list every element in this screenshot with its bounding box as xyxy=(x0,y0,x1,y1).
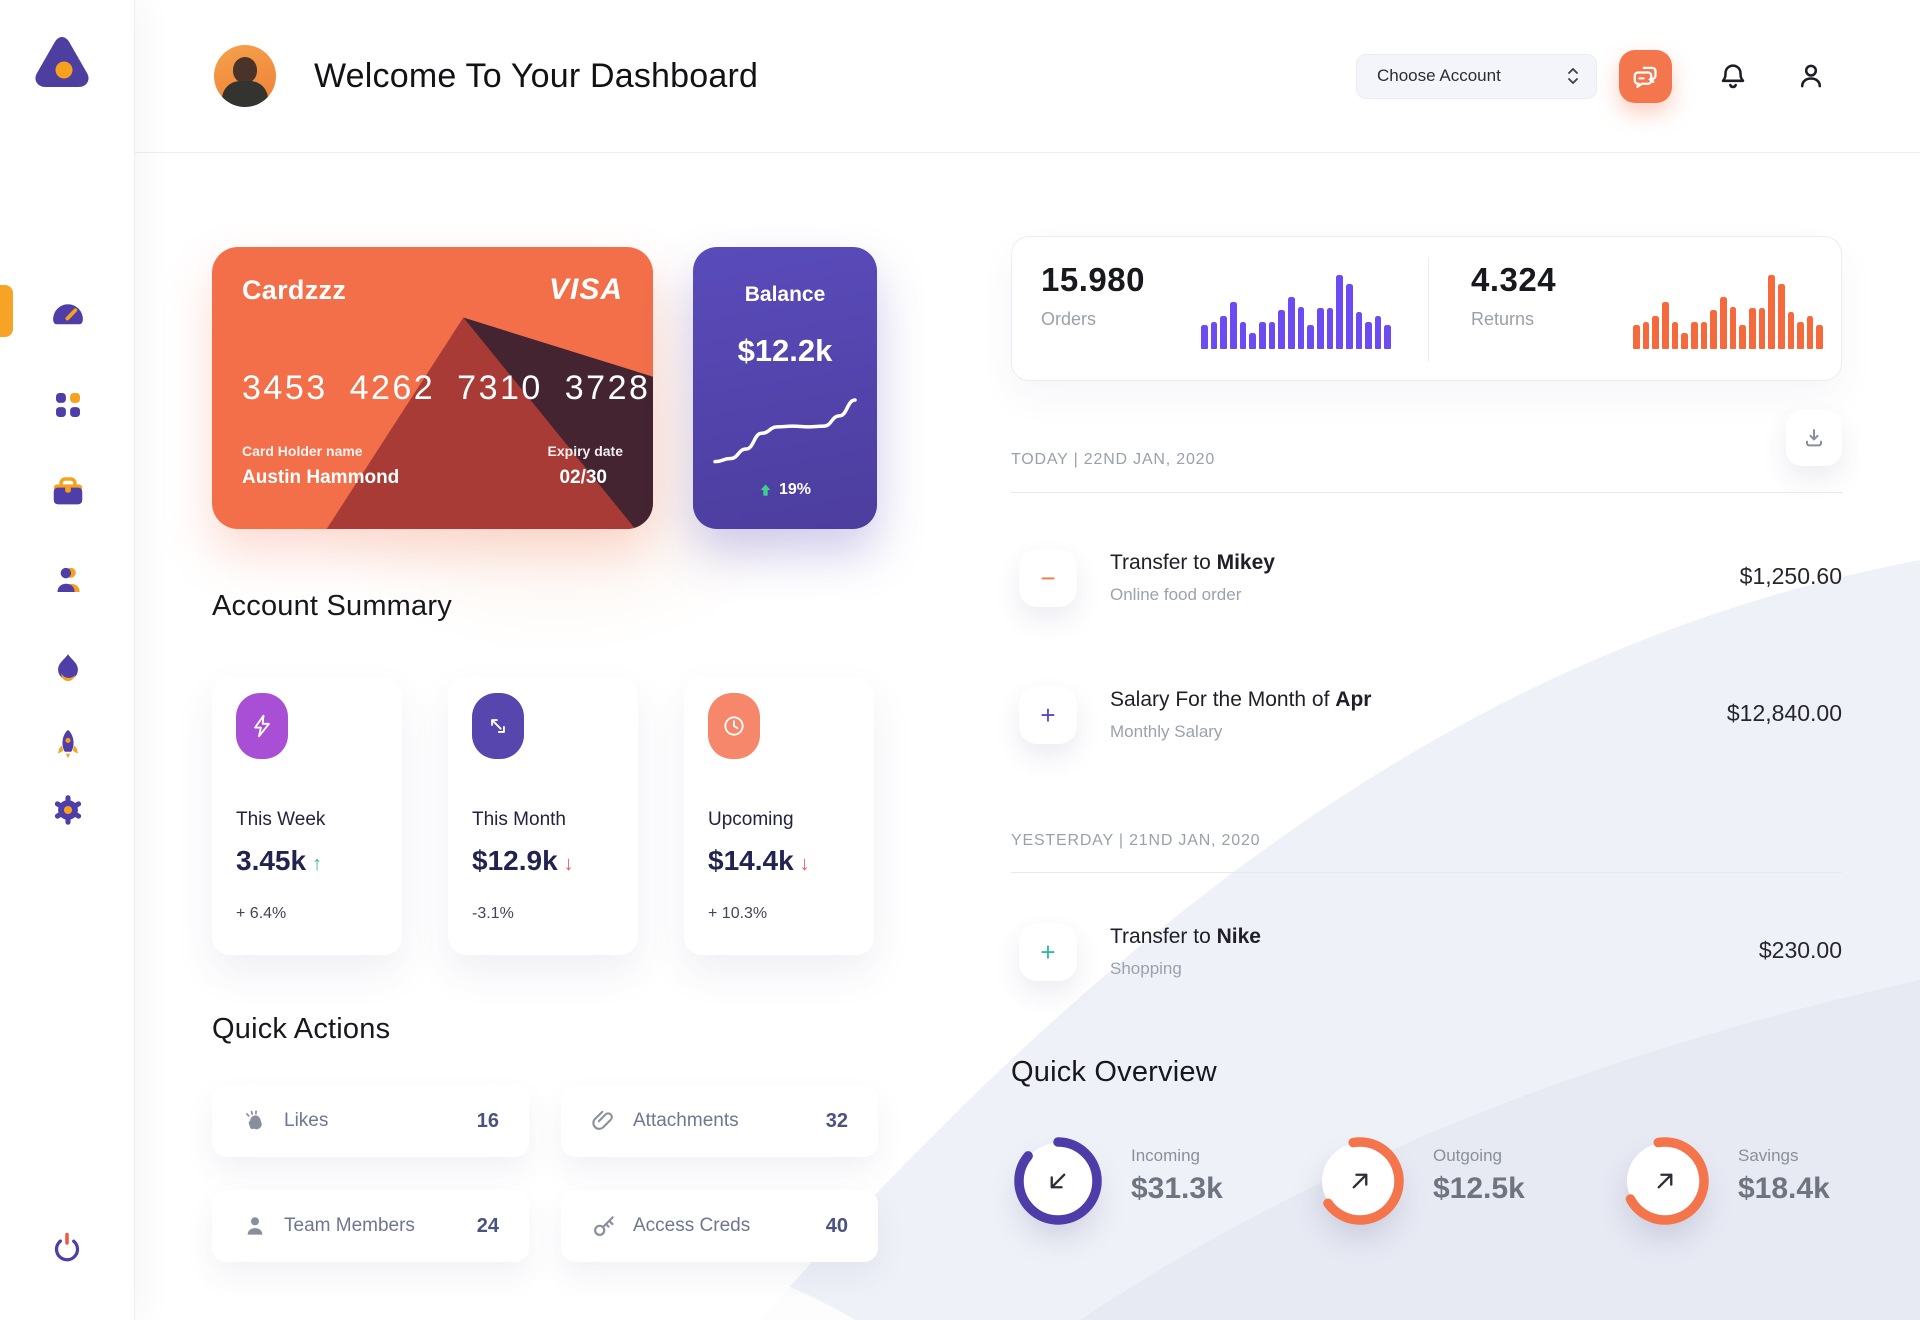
orders-label: Orders xyxy=(1041,309,1097,329)
visa-logo: VISA xyxy=(548,273,623,306)
summary-card-this-month: This Month $12.9k ↓ -3.1% xyxy=(448,677,638,955)
active-nav-indicator xyxy=(0,285,13,337)
transaction-amount: $12,840.00 xyxy=(1726,700,1842,726)
settings-gear-icon xyxy=(54,795,81,825)
quick-action-likes[interactable]: Likes 16 xyxy=(212,1085,529,1157)
up-right-arrow-icon xyxy=(1618,1134,1712,1228)
quick-actions-grid: Likes 16 Attachments 32 xyxy=(212,1085,878,1262)
choose-account-label: Choose Account xyxy=(1377,66,1501,85)
account-summary-cards: This Week 3.45k ↑ + 6.4% This Month $12.9… xyxy=(212,677,874,955)
quick-action-team-members[interactable]: Team Members 24 xyxy=(212,1190,529,1262)
key-icon xyxy=(591,1213,617,1239)
yesterday-date-label: YESTERDAY | 21ND JAN, 2020 xyxy=(1011,832,1261,849)
expiry-value: 02/30 xyxy=(559,467,607,488)
power-icon xyxy=(54,1232,80,1262)
download-statement-button[interactable] xyxy=(1786,410,1842,466)
transaction-row-nike[interactable]: + Transfer to Nike Shopping $230.00 xyxy=(1011,923,1842,985)
up-right-arrow-icon xyxy=(1313,1134,1407,1228)
account-summary-heading: Account Summary xyxy=(212,590,452,622)
card-holder-label: Card Holder name xyxy=(242,443,363,459)
user-avatar[interactable] xyxy=(214,45,276,107)
user-icon xyxy=(57,567,80,592)
card-holder-name: Austin Hammond xyxy=(242,467,400,488)
briefcase-icon xyxy=(53,477,82,505)
orders-value: 15.980 xyxy=(1041,261,1145,298)
balance-change: 19% xyxy=(693,481,877,499)
quick-action-attachments[interactable]: Attachments 32 xyxy=(561,1085,878,1157)
balance-value: $12.2k xyxy=(737,333,833,368)
sidebar-item-dashboard[interactable] xyxy=(0,288,135,344)
top-header: Welcome To Your Dashboard Choose Account xyxy=(135,0,1920,153)
card-name: Cardzzz xyxy=(242,275,347,305)
returns-mini-chart xyxy=(1633,275,1824,349)
main-content: Cardzzz VISA 3453 4262 7310 3728 Card Ho… xyxy=(135,153,1920,1320)
sidebar-item-launch[interactable] xyxy=(0,716,135,772)
download-icon xyxy=(1806,429,1822,447)
sidebar-item-trending[interactable] xyxy=(0,640,135,696)
card-number: 3453 4262 7310 3728 xyxy=(242,369,651,407)
summary-card-upcoming: Upcoming $14.4k ↓ + 10.3% xyxy=(684,677,874,955)
page-title: Welcome To Your Dashboard xyxy=(314,56,759,95)
orders-mini-chart xyxy=(1201,275,1392,349)
orders-returns-card: 15.980 Orders 4.324 Returns xyxy=(1011,236,1842,381)
balance-card: Balance $12.2k 19% xyxy=(693,247,877,529)
header-actions: Choose Account xyxy=(1356,49,1828,103)
transaction-sign-icon: − xyxy=(1019,549,1077,607)
avatar-photo xyxy=(233,57,257,83)
flame-icon xyxy=(57,654,78,682)
quick-overview-gauges: Incoming $31.3k Outgoi xyxy=(1011,1134,1842,1244)
profile-button[interactable] xyxy=(1794,59,1828,93)
bell-icon xyxy=(1721,64,1745,89)
sidebar-item-settings[interactable] xyxy=(0,782,135,838)
down-left-arrow-icon xyxy=(1011,1134,1105,1228)
dashboard-gauge-icon xyxy=(52,304,83,325)
profile-user-icon xyxy=(1800,64,1822,88)
chevron-updown-icon xyxy=(1568,68,1578,84)
transaction-amount: $230.00 xyxy=(1758,937,1842,963)
paperclip-icon xyxy=(591,1108,617,1134)
transaction-row-mikey[interactable]: − Transfer to Mikey Online food order $1… xyxy=(1011,549,1842,611)
today-date-label: TODAY | 22ND JAN, 2020 xyxy=(1011,451,1216,468)
messages-button[interactable] xyxy=(1619,49,1672,103)
balance-sparkline xyxy=(693,381,877,479)
clock-icon xyxy=(724,716,744,736)
clap-icon xyxy=(242,1108,268,1134)
sidebar-item-portfolio[interactable] xyxy=(0,464,135,520)
returns-label: Returns xyxy=(1471,309,1535,329)
sidebar-item-apps[interactable] xyxy=(0,377,135,433)
gauge-savings: Savings $18.4k xyxy=(1618,1134,1830,1228)
arrows-diagonal-icon xyxy=(491,719,505,733)
notifications-button[interactable] xyxy=(1716,59,1750,93)
sidebar-item-contacts[interactable] xyxy=(0,552,135,608)
credit-card: Cardzzz VISA 3453 4262 7310 3728 Card Ho… xyxy=(212,247,653,529)
summary-card-this-week: This Week 3.45k ↑ + 6.4% xyxy=(212,677,402,955)
transaction-sign-icon: + xyxy=(1019,686,1077,744)
apps-grid-icon xyxy=(55,393,80,417)
logout-power-button[interactable] xyxy=(48,1228,86,1268)
quick-action-access-creds[interactable]: Access Creds 40 xyxy=(561,1190,878,1262)
app-logo[interactable] xyxy=(30,30,94,94)
quick-overview-heading: Quick Overview xyxy=(1011,1056,1217,1088)
lightning-bolt-icon xyxy=(254,714,270,738)
expiry-label: Expiry date xyxy=(547,443,623,459)
transaction-sign-icon: + xyxy=(1019,923,1077,981)
gauge-outgoing: Outgoing $12.5k xyxy=(1313,1134,1525,1228)
transaction-amount: $1,250.60 xyxy=(1739,563,1842,589)
rocket-icon xyxy=(57,729,78,759)
chat-bubbles-icon xyxy=(1633,66,1657,88)
gauge-incoming: Incoming $31.3k xyxy=(1011,1134,1223,1228)
up-arrow-icon xyxy=(760,484,771,496)
choose-account-dropdown[interactable]: Choose Account xyxy=(1356,53,1597,99)
quick-actions-heading: Quick Actions xyxy=(212,1013,391,1045)
balance-title: Balance xyxy=(744,283,826,306)
returns-value: 4.324 xyxy=(1471,261,1557,298)
sidebar xyxy=(0,0,135,1320)
transaction-row-salary[interactable]: + Salary For the Month of Apr Monthly Sa… xyxy=(1011,686,1842,748)
triangle-logo-icon xyxy=(35,37,89,87)
member-icon xyxy=(242,1213,268,1239)
